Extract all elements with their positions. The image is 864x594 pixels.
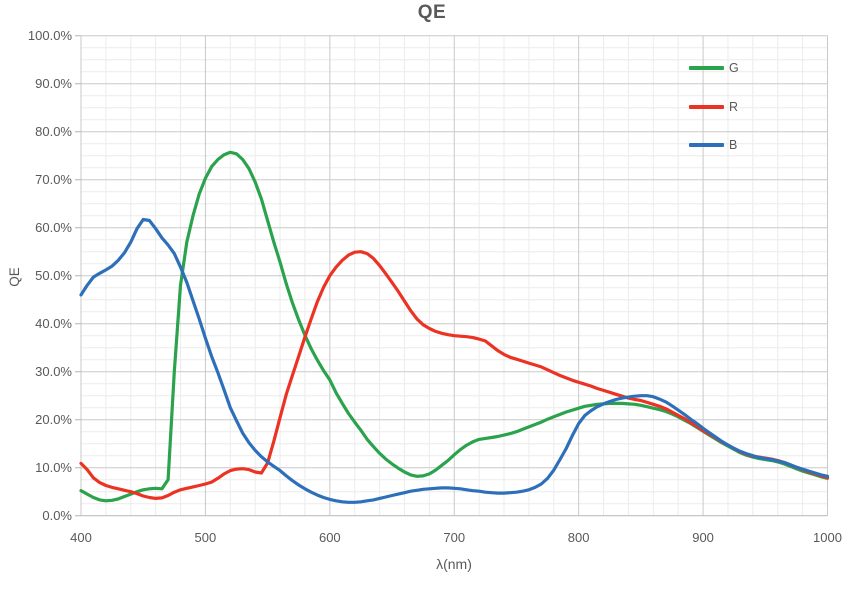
y-tick-label: 70.0% [35,172,72,188]
legend-item-G: G [689,60,739,75]
y-tick-label: 40.0% [35,316,72,332]
x-tick-label: 700 [443,529,466,545]
y-tick-label: 50.0% [35,268,72,284]
x-tick-label: 1000 [813,529,842,545]
x-tick-label: 900 [692,529,714,545]
legend-item-R: R [689,99,739,114]
x-tick-label: 600 [318,529,341,545]
y-tick-label: 10.0% [35,460,72,476]
y-tick-label: 80.0% [35,124,72,140]
legend-label: B [729,137,738,152]
x-axis-title: λ(nm) [436,556,472,572]
y-tick-label: 0.0% [42,508,72,524]
legend-line-icon [689,66,724,70]
chart-title: QE [417,2,447,23]
x-tick-label: 400 [70,529,92,545]
y-tick-label: 20.0% [35,412,72,428]
legend-item-B: B [689,137,738,152]
series-curve-B [79,217,830,504]
legend-label: G [729,60,739,75]
x-tick-label: 800 [567,529,590,545]
y-tick-label: 100.0% [27,28,72,44]
legend-label: R [729,99,739,114]
legend-line-icon [689,105,724,109]
y-tick-label: 90.0% [35,76,72,92]
series-curve-R [79,250,830,500]
y-tick-label: 30.0% [35,364,72,380]
y-tick-label: 60.0% [35,220,72,236]
legend-line-icon [689,143,724,147]
x-tick-label: 500 [194,529,217,545]
